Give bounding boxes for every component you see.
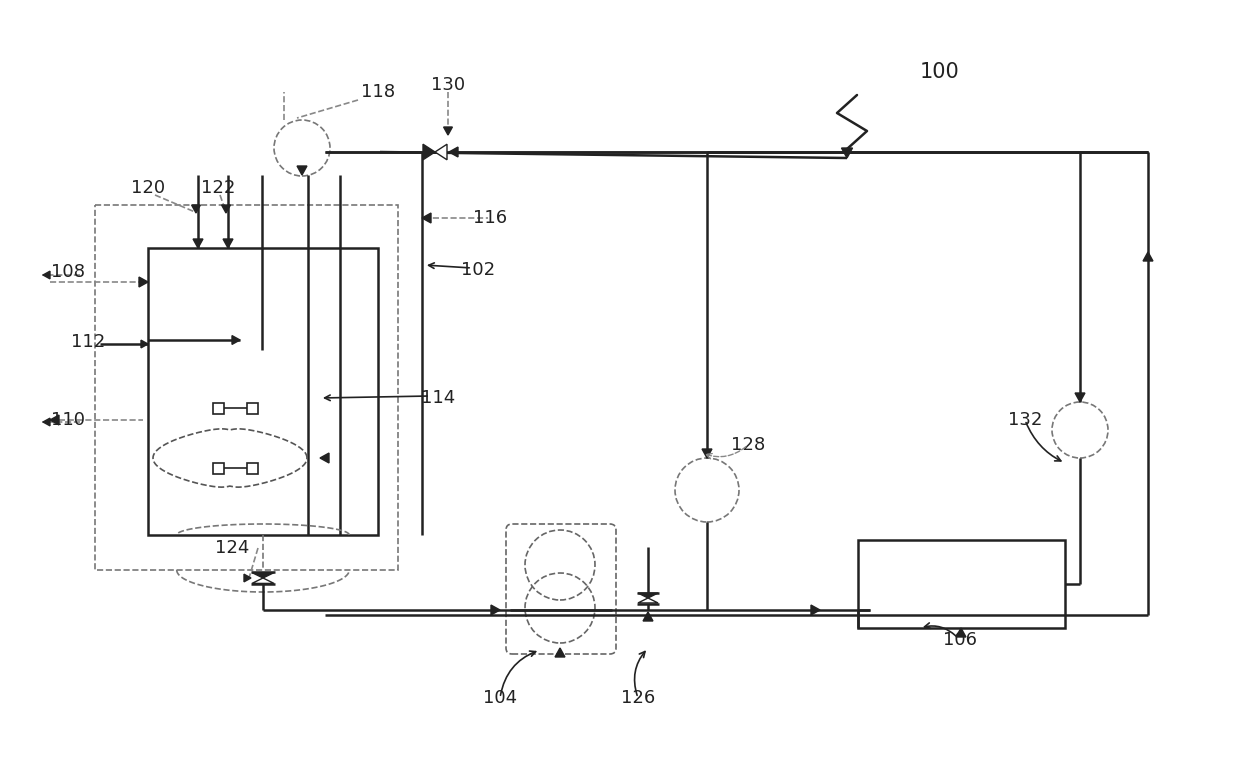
Polygon shape [252, 572, 274, 578]
Polygon shape [320, 453, 329, 463]
Text: 118: 118 [361, 83, 396, 101]
Bar [247, 462, 258, 474]
Polygon shape [50, 415, 60, 425]
Polygon shape [43, 418, 50, 426]
Text: 112: 112 [71, 333, 105, 351]
Text: 104: 104 [482, 689, 517, 707]
Text: 106: 106 [942, 631, 977, 649]
Polygon shape [43, 271, 50, 278]
Text: 126: 126 [621, 689, 655, 707]
Polygon shape [244, 574, 250, 582]
Bar [247, 403, 258, 414]
Polygon shape [842, 148, 852, 158]
Text: 122: 122 [201, 179, 236, 197]
Polygon shape [423, 144, 435, 159]
Text: 128: 128 [730, 436, 765, 454]
Text: 120: 120 [131, 179, 165, 197]
Text: 100: 100 [920, 62, 960, 82]
Text: 102: 102 [461, 261, 495, 279]
Polygon shape [223, 239, 233, 248]
Polygon shape [422, 213, 432, 223]
Polygon shape [435, 144, 446, 159]
Bar [858, 540, 1065, 628]
Polygon shape [192, 205, 201, 213]
Text: 114: 114 [420, 389, 455, 407]
Polygon shape [644, 612, 653, 621]
Polygon shape [491, 605, 500, 615]
Polygon shape [141, 340, 148, 348]
Text: 110: 110 [51, 411, 86, 429]
Polygon shape [1143, 252, 1153, 261]
Bar [212, 462, 223, 474]
Polygon shape [811, 605, 820, 615]
Bar [212, 403, 223, 414]
Text: 130: 130 [432, 76, 465, 94]
Polygon shape [139, 277, 148, 287]
Polygon shape [449, 147, 458, 157]
Polygon shape [639, 593, 658, 598]
Polygon shape [702, 449, 712, 458]
Polygon shape [639, 598, 658, 603]
Polygon shape [252, 578, 274, 584]
Polygon shape [298, 166, 308, 175]
Polygon shape [193, 239, 203, 248]
Polygon shape [1075, 393, 1085, 402]
Text: 132: 132 [1008, 411, 1042, 429]
Polygon shape [556, 648, 565, 657]
Text: 124: 124 [215, 539, 249, 557]
Polygon shape [232, 336, 241, 344]
Polygon shape [222, 205, 231, 213]
Polygon shape [444, 127, 453, 135]
Text: 108: 108 [51, 263, 86, 281]
Polygon shape [956, 628, 966, 637]
Text: 116: 116 [472, 209, 507, 227]
